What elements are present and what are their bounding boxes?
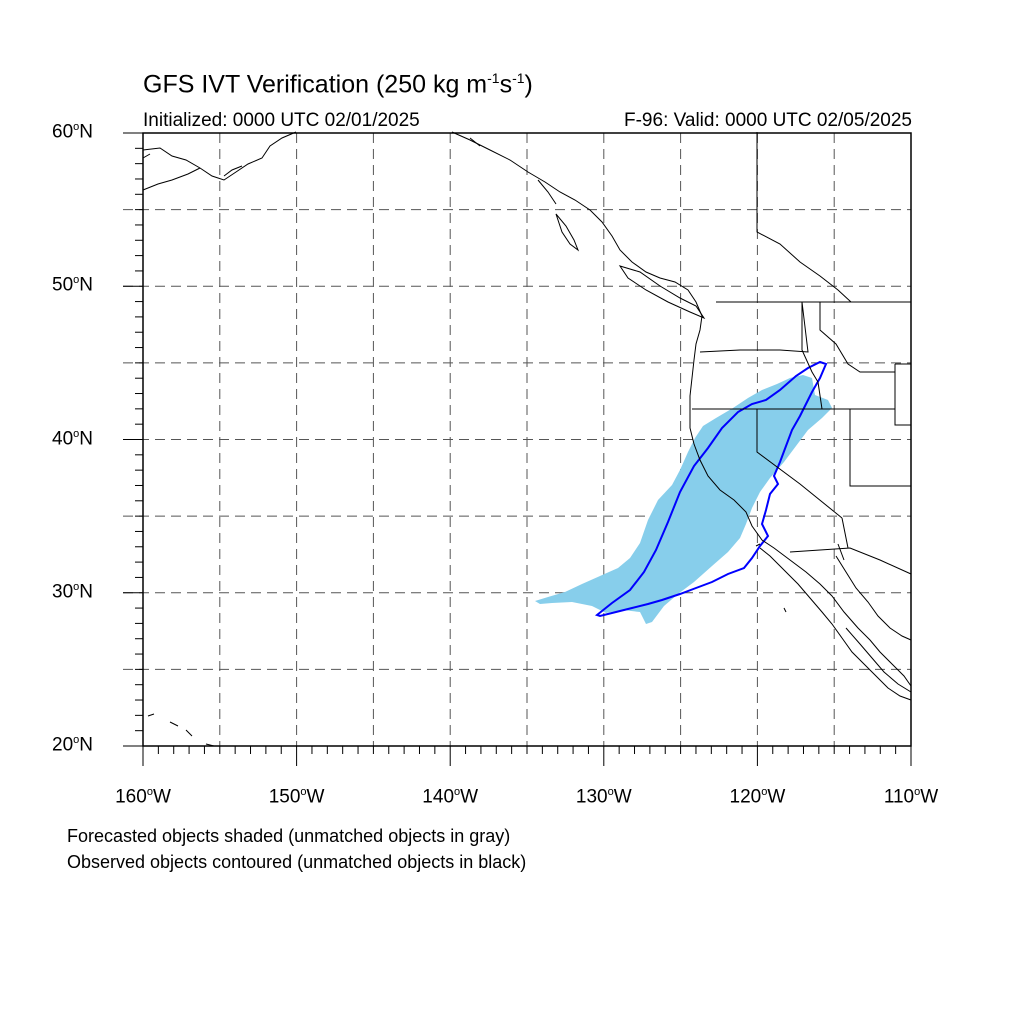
lon-label: 140oW — [422, 786, 479, 808]
chart-title: GFS IVT Verification (250 kg m-1s-1) — [143, 70, 533, 99]
coastlines — [142, 131, 912, 747]
az-border — [837, 517, 849, 561]
southeast-alaska-islands — [469, 137, 557, 205]
lon-label: 160oW — [115, 786, 171, 808]
lat-label: 60oN — [52, 121, 93, 143]
observed-ivt-contour — [594, 360, 828, 618]
alaska-panhandle — [451, 131, 912, 687]
footnote-forecast: Forecasted objects shaded (unmatched obj… — [67, 826, 511, 846]
footnote-observed: Observed objects contoured (unmatched ob… — [67, 852, 527, 872]
canada-interior — [756, 132, 852, 303]
gulf-california — [835, 555, 912, 641]
lat-label: 40oN — [52, 427, 93, 449]
forecast-ivt-object — [535, 375, 832, 624]
idaho-border — [801, 302, 823, 410]
map-frame — [142, 132, 912, 747]
lon-label: 120oW — [729, 786, 786, 808]
channel-islands — [755, 543, 787, 613]
mexico-coast — [845, 627, 912, 693]
lon-label: 150oW — [268, 786, 325, 808]
montana-border — [819, 302, 895, 373]
lat-label: 30oN — [52, 580, 93, 603]
aleutian-islands — [142, 153, 243, 177]
valid-time-label: F-96: Valid: 0000 UTC 02/05/2025 — [624, 110, 912, 131]
alaska-coast-south — [142, 167, 201, 191]
lat-label: 50oN — [52, 274, 93, 296]
haida-gwaii — [555, 213, 580, 252]
utah-border — [849, 409, 911, 487]
nevada-border — [756, 409, 843, 519]
hawaii-islands — [147, 713, 215, 747]
mexico-us-border — [789, 547, 912, 575]
baja-coast — [759, 547, 912, 701]
ticks — [123, 132, 912, 766]
wyoming-border — [894, 363, 911, 426]
lon-label: 130oW — [575, 786, 632, 808]
initialized-label: Initialized: 0000 UTC 02/01/2025 — [143, 110, 420, 131]
lat-label: 20oN — [52, 734, 93, 756]
alaska-coast — [142, 131, 297, 181]
vancouver-island — [618, 265, 706, 320]
lon-label: 110oW — [883, 786, 939, 808]
or-wa-border — [699, 301, 809, 353]
